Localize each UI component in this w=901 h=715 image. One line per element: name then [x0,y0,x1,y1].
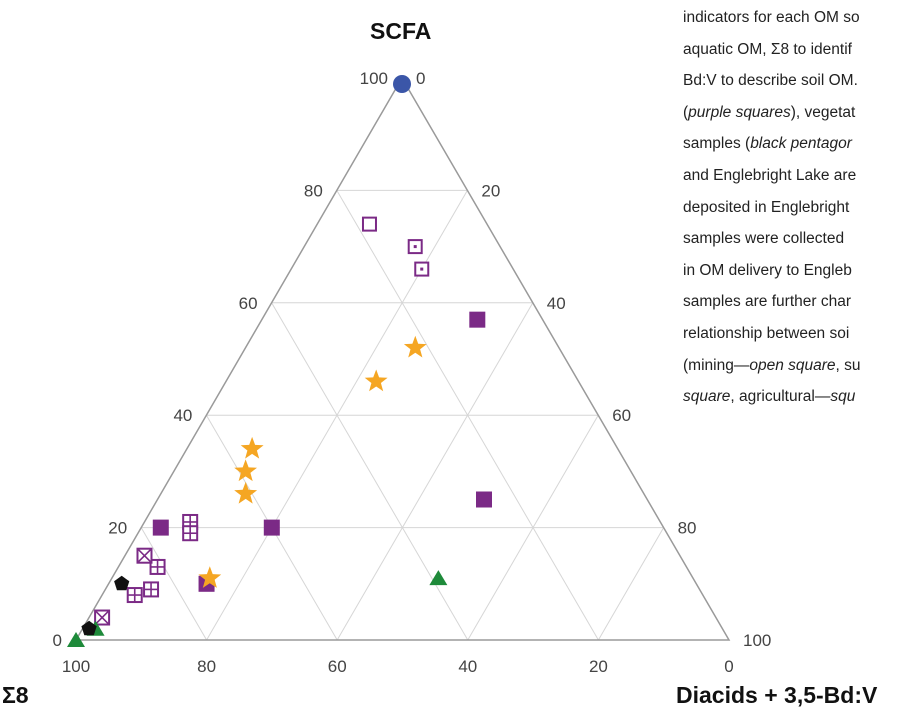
caption-line: relationship between soi [683,324,850,342]
caption-line: in OM delivery to Engleb [683,261,852,279]
caption-line: samples are further char [683,293,851,311]
bottom-edge-tick: 60 [328,657,347,676]
left-edge-tick: 0 [53,631,62,650]
tick-labels: 100 80 60 40 20 0 0 20 40 60 80 100 100 80 60 40 20 0 [53,69,772,676]
bottom-edge-tick: 0 [724,657,733,676]
data-points [67,75,492,647]
data-point-square-filled-purple [152,519,169,536]
caption-line: and Englebright Lake are [683,166,857,184]
data-point-pentagon-black [114,575,130,591]
data-point-square-dot-purple [414,261,430,277]
data-point-square-grid-purple [143,581,160,598]
grid-line [467,414,599,641]
triangle-frame [74,76,731,641]
data-point-square-filled-purple [263,519,280,536]
grid-line [271,302,469,641]
data-point-star-orange [234,459,257,482]
data-point-square-grid-purple [126,587,143,604]
left-edge-tick: 20 [108,519,127,538]
bottom-edge-tick: 80 [197,657,216,676]
data-point-square-filled-purple [469,311,486,328]
caption-line: square, agricultural—squ [683,388,856,406]
left-edge-tick: 80 [304,181,323,200]
right-edge-tick: 20 [481,181,500,200]
data-point-star-orange [240,436,264,459]
right-axis-title: Diacids + 3,5-Bd:V [676,682,878,708]
grid-line [336,302,534,641]
right-edge-tick: 100 [743,631,771,650]
grid-lines [140,189,665,641]
caption-line: (mining—open square, su [683,356,861,374]
left-edge-tick: 60 [239,294,258,313]
data-point-square-filled-purple [476,491,492,508]
right-edge-tick: 60 [612,406,631,425]
caption-line: (purple squares), vegetat [683,103,856,121]
data-point-square-grid-purple [149,558,166,575]
top-axis-title: SCFA [370,18,432,44]
caption-line: deposited in Englebright [683,198,850,216]
right-edge-tick: 40 [547,294,566,313]
data-point-square-x-purple [136,547,153,564]
right-edge-tick: 0 [416,69,425,88]
left-edge-tick: 40 [173,406,192,425]
data-point-square-x-purple [94,609,111,626]
left-edge-tick: 100 [360,69,388,88]
caption-line: Bd:V to describe soil OM. [683,72,858,90]
data-point-triangle-green [429,570,448,586]
data-point-star-orange [403,335,427,358]
caption-line: samples (black pentagor [683,135,852,153]
data-point-star-orange [198,566,222,588]
bottom-edge-tick: 20 [589,657,608,676]
caption-line: samples were collected [683,230,845,248]
bottom-edge-tick: 40 [458,657,477,676]
data-point-square-open-purple [361,216,377,232]
data-point-circle-blue [393,75,411,93]
data-point-pentagon-black [81,620,97,636]
caption-text: indicators for each OM so aquatic OM, Σ8 … [683,2,901,413]
grid-line [597,527,665,641]
data-point-star-orange [364,369,388,392]
data-point-square-dot-purple [407,239,423,255]
caption-line: aquatic OM, Σ8 to identif [683,40,852,58]
data-point-square-grid-purple [182,525,199,542]
caption-line: indicators for each OM so [683,9,860,26]
triangle-border [74,76,731,641]
bottom-edge-tick: 100 [62,657,90,676]
data-point-star-orange [234,481,258,504]
right-edge-tick: 80 [678,519,697,538]
data-point-triangle-green [67,632,85,647]
left-axis-title: Σ8 [2,682,29,708]
grid-line [140,527,208,641]
